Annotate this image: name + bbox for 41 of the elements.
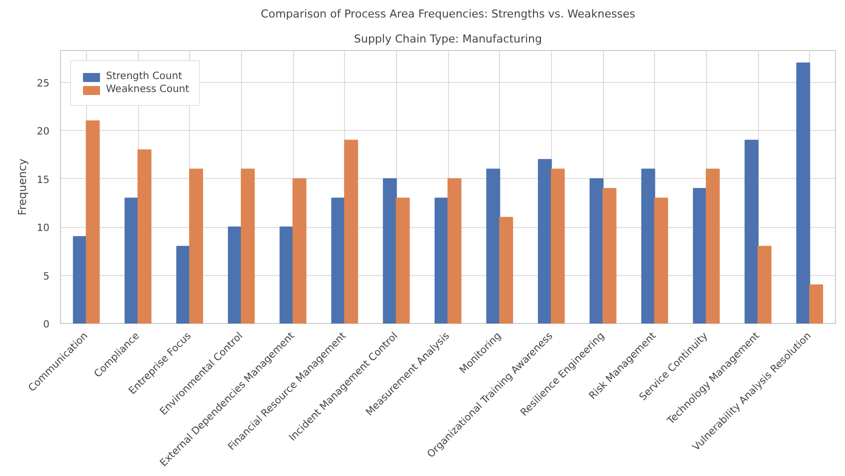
bar bbox=[176, 246, 190, 324]
bar bbox=[641, 168, 656, 324]
bar bbox=[706, 168, 720, 324]
bar bbox=[550, 168, 565, 324]
bar bbox=[86, 120, 100, 324]
bar bbox=[240, 168, 255, 324]
y-tick-label: 0 bbox=[43, 320, 50, 330]
y-tick-label: 15 bbox=[36, 174, 50, 186]
y-tick-label: 20 bbox=[36, 126, 50, 138]
bar bbox=[344, 140, 358, 324]
bar bbox=[602, 188, 616, 324]
legend-label: Weakness Count bbox=[106, 84, 190, 95]
chart-title: Comparison of Process Area Frequencies: Strengths vs. Weaknesses bbox=[260, 8, 636, 20]
bar bbox=[486, 168, 500, 324]
bar bbox=[124, 198, 138, 324]
bar bbox=[538, 159, 552, 324]
bar bbox=[280, 226, 294, 324]
bar bbox=[692, 188, 707, 324]
bar bbox=[758, 246, 772, 324]
bar bbox=[499, 216, 514, 324]
bar bbox=[396, 198, 410, 324]
bar bbox=[382, 178, 397, 324]
bar bbox=[434, 198, 448, 324]
bar bbox=[809, 284, 824, 324]
bar bbox=[189, 168, 204, 324]
bar bbox=[654, 198, 668, 324]
bar bbox=[744, 140, 758, 324]
y-tick-label: 25 bbox=[36, 78, 50, 90]
chart-subtitle: Supply Chain Type: Manufacturing bbox=[354, 32, 542, 46]
bar bbox=[448, 178, 462, 324]
bar bbox=[590, 178, 604, 324]
y-tick-label: 5 bbox=[43, 271, 50, 282]
bar bbox=[72, 236, 87, 324]
y-tick-label: 10 bbox=[36, 223, 50, 234]
bar bbox=[292, 178, 306, 324]
legend-label: Strength Count bbox=[106, 71, 182, 82]
bar bbox=[796, 62, 810, 324]
bar bbox=[331, 198, 346, 324]
bar bbox=[138, 149, 152, 324]
bar bbox=[228, 226, 242, 324]
y-axis-title: Frequency bbox=[16, 158, 29, 216]
